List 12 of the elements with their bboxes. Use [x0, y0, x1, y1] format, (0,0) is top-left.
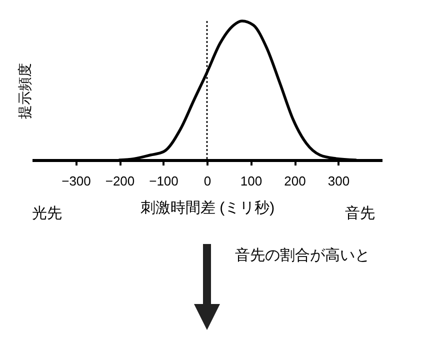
text: 音先 — [345, 205, 375, 222]
text: 光先 — [32, 205, 62, 222]
x-tick-label: −300 — [62, 174, 91, 188]
x-tick-label: 200 — [284, 174, 306, 188]
x-tick-label: 300 — [328, 174, 350, 188]
x-axis-title: 刺激時間差 (ミリ秒) — [140, 200, 275, 216]
text: 音先の割合が高いと — [235, 247, 370, 264]
y-axis-title: 提示頻度 — [16, 63, 32, 119]
x-tick-label: 0 — [204, 174, 212, 188]
x-tick-label: 100 — [240, 174, 262, 188]
x-tick-label: −200 — [105, 174, 135, 188]
x-tick-label: −100 — [149, 174, 178, 188]
